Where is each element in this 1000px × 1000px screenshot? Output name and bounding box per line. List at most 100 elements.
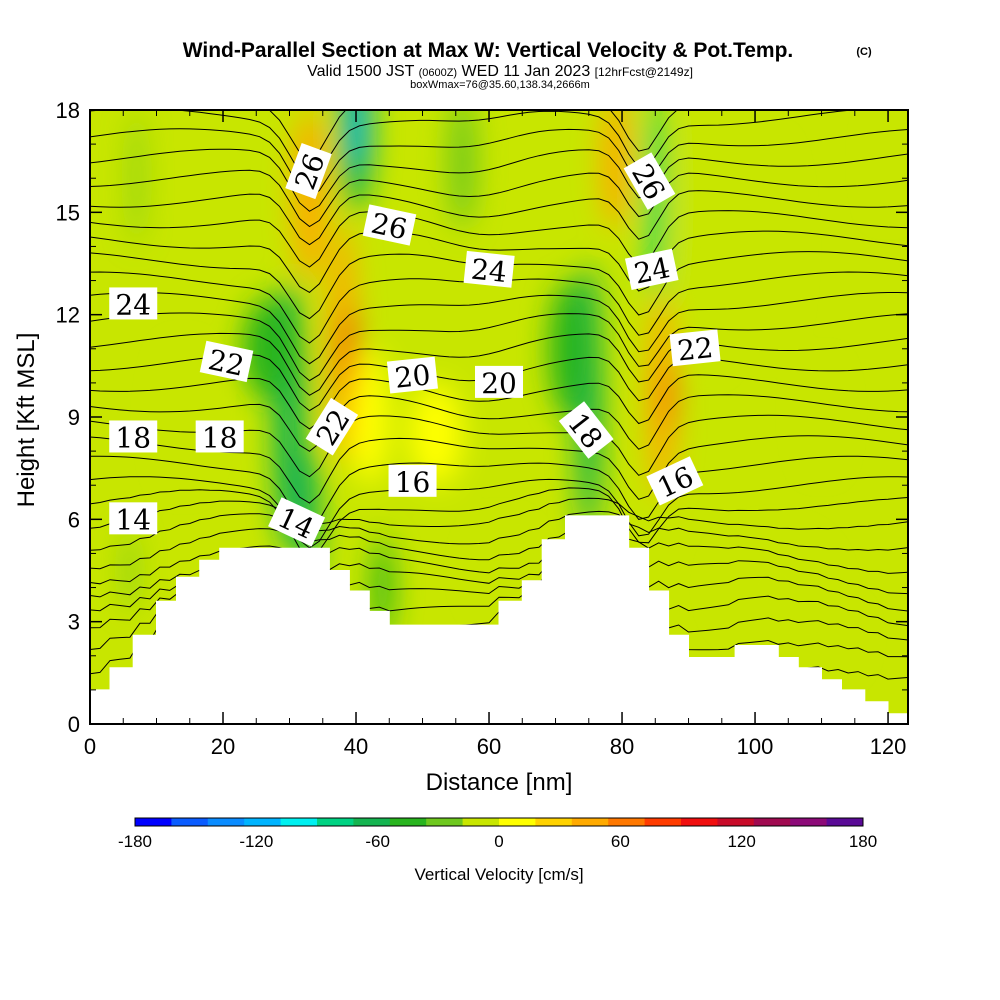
contour-label-1: 26 bbox=[362, 204, 417, 246]
y-tick-label: 9 bbox=[68, 405, 80, 430]
colorbar-segment bbox=[608, 818, 646, 826]
colorbar-tick-label: 0 bbox=[494, 832, 503, 851]
theta-contour-23 bbox=[90, 210, 908, 268]
theta-contour-17 bbox=[90, 332, 908, 396]
velocity-feature-26 bbox=[878, 110, 899, 213]
contour-label-box bbox=[199, 340, 254, 383]
theta-contour-9 bbox=[90, 487, 908, 558]
velocity-feature-27 bbox=[475, 527, 529, 614]
colorbar-segment bbox=[644, 818, 682, 826]
contour-label-14: 16 bbox=[388, 464, 437, 499]
velocity-feature-6 bbox=[663, 362, 674, 431]
contour-label-6: 22 bbox=[199, 340, 254, 383]
subtitle-utc: (0600Z) bbox=[419, 67, 458, 79]
theta-contour-27 bbox=[90, 128, 908, 198]
colorbar-segment bbox=[753, 818, 791, 826]
colorbar: -180 -120 -60 0 60 120 180 bbox=[118, 817, 877, 851]
colorbar-tick-label: 60 bbox=[611, 832, 630, 851]
colorbar-segment bbox=[244, 818, 282, 826]
theta-contour-14 bbox=[90, 394, 908, 452]
x-tick-label: 40 bbox=[344, 734, 368, 759]
y-tick-label: 15 bbox=[56, 200, 80, 225]
contour-label-text: 16 bbox=[395, 466, 431, 499]
colorbar-segment bbox=[280, 818, 318, 826]
contour-label-text: 18 bbox=[202, 421, 238, 454]
colorbar-segment bbox=[717, 818, 755, 826]
contour-label-4: 24 bbox=[463, 250, 515, 289]
contour-label-3: 24 bbox=[109, 287, 158, 321]
velocity-feature-21 bbox=[685, 110, 732, 366]
y-tick-label: 3 bbox=[68, 610, 80, 635]
colorbar-segment bbox=[426, 818, 464, 826]
velocity-feature-4 bbox=[602, 110, 629, 230]
theta-contour-28 bbox=[90, 110, 860, 181]
contour-label-text: 24 bbox=[631, 251, 673, 291]
theta-contour-26 bbox=[90, 148, 908, 212]
contour-label-5: 24 bbox=[624, 248, 679, 291]
contour-label-text: 24 bbox=[115, 288, 151, 321]
x-tick-label: 20 bbox=[211, 734, 235, 759]
colorbar-segment bbox=[535, 818, 573, 826]
contour-label-box bbox=[109, 420, 158, 453]
theta-contour-6 bbox=[90, 526, 908, 574]
colorbar-segment bbox=[826, 818, 864, 826]
colorbar-segment bbox=[207, 818, 245, 826]
contour-label-box bbox=[388, 464, 437, 497]
contour-label-box bbox=[285, 143, 332, 200]
colorbar-segment bbox=[462, 818, 500, 826]
velocity-feature-20 bbox=[163, 348, 204, 486]
y-tick-label: 12 bbox=[56, 303, 80, 328]
contour-label-text: 14 bbox=[115, 503, 151, 536]
y-tick-label: 6 bbox=[68, 507, 80, 532]
chart-title: Wind-Parallel Section at Max W: Vertical… bbox=[183, 39, 794, 62]
contour-label-text: 20 bbox=[481, 367, 517, 400]
contour-label-box bbox=[305, 397, 359, 456]
velocity-feature-22 bbox=[748, 144, 789, 349]
contour-label-text: 22 bbox=[676, 331, 715, 368]
colorbar-segment bbox=[389, 818, 427, 826]
theta-contour-25 bbox=[90, 169, 908, 228]
colorbar-tick-label: -120 bbox=[239, 832, 273, 851]
colorbar-title: Vertical Velocity [cm/s] bbox=[414, 865, 583, 884]
contour-label-box bbox=[109, 502, 158, 535]
terrain-profile bbox=[90, 515, 908, 724]
velocity-feature-23 bbox=[808, 365, 835, 469]
colorbar-segment bbox=[571, 818, 609, 826]
contour-label-box bbox=[386, 356, 438, 394]
contour-label-10: 20 bbox=[475, 365, 523, 400]
contour-label-box bbox=[558, 401, 614, 459]
colorbar-frame bbox=[134, 817, 864, 827]
theta-contour-19 bbox=[90, 291, 908, 365]
colorbar-segment bbox=[317, 818, 354, 826]
theta-contour-18 bbox=[90, 312, 908, 382]
contour-label-text: 22 bbox=[205, 343, 247, 383]
colorbar-segment bbox=[353, 818, 391, 826]
colorbar-segment bbox=[681, 818, 718, 826]
velocity-feature-7 bbox=[409, 382, 463, 486]
theta-contour-7 bbox=[90, 510, 908, 551]
subtitle-date: WED 11 Jan 2023 bbox=[462, 63, 591, 80]
x-tick-label: 120 bbox=[870, 734, 907, 759]
chart-subtitle: Valid 1500 JST (0600Z) WED 11 Jan 2023 [… bbox=[307, 63, 693, 80]
contour-label-box bbox=[624, 248, 679, 290]
chart-title-mark: (C) bbox=[856, 46, 872, 58]
theta-contour-22 bbox=[90, 230, 908, 294]
x-tick-label: 60 bbox=[477, 734, 501, 759]
colorbar-tick-label: 120 bbox=[727, 832, 755, 851]
subtitle-valid: Valid 1500 JST bbox=[307, 63, 415, 80]
contour-label-12: 18 bbox=[195, 420, 244, 454]
contour-label-box bbox=[463, 250, 515, 288]
contour-label-9: 20 bbox=[386, 356, 438, 395]
theta-contour-10 bbox=[90, 476, 908, 549]
contour-label-box bbox=[669, 329, 721, 367]
contour-label-box bbox=[475, 365, 523, 398]
velocity-feature-5 bbox=[648, 294, 676, 499]
x-axis-title: Distance [nm] bbox=[426, 769, 573, 796]
contour-label-box bbox=[109, 287, 158, 320]
theta-contour-8 bbox=[90, 497, 908, 530]
plot-area bbox=[90, 110, 908, 724]
velocity-feature-18 bbox=[124, 527, 135, 614]
